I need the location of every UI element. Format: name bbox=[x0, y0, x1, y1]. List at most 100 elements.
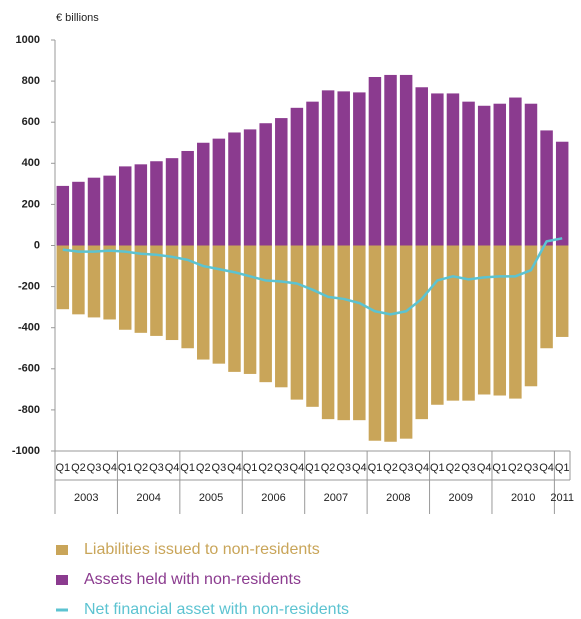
legend-label: Liabilities issued to non-residents bbox=[84, 541, 320, 558]
bar bbox=[399, 245, 413, 439]
bar bbox=[540, 130, 553, 246]
bar bbox=[228, 245, 241, 372]
bar bbox=[259, 123, 272, 246]
bar bbox=[446, 245, 460, 401]
bar bbox=[228, 132, 241, 246]
bar bbox=[197, 245, 210, 360]
bar bbox=[72, 181, 85, 246]
x-tick-label: Q1 bbox=[118, 462, 133, 474]
bar bbox=[384, 74, 397, 246]
x-tick-label: Q1 bbox=[305, 462, 320, 474]
bar bbox=[462, 245, 475, 401]
bar bbox=[306, 101, 319, 246]
x-tick-label: Q2 bbox=[71, 462, 86, 474]
bar bbox=[290, 245, 304, 400]
year-label: 2011 bbox=[550, 492, 574, 504]
x-tick-label: Q3 bbox=[212, 462, 227, 474]
y-unit-label: € billions bbox=[56, 12, 99, 24]
year-label: 2006 bbox=[261, 492, 285, 504]
y-tick-label: -800 bbox=[18, 404, 40, 416]
bar bbox=[118, 245, 132, 330]
bar bbox=[384, 245, 397, 442]
bar bbox=[524, 245, 538, 387]
x-tick-label: Q3 bbox=[524, 462, 539, 474]
bar bbox=[243, 129, 257, 246]
bar bbox=[321, 90, 335, 246]
bar bbox=[306, 245, 319, 407]
line bbox=[62, 237, 563, 316]
bar bbox=[212, 138, 226, 246]
x-tick-label: Q4 bbox=[539, 462, 554, 474]
bar bbox=[555, 245, 569, 337]
x-tick-label: Q2 bbox=[258, 462, 273, 474]
bar bbox=[165, 245, 179, 341]
bar bbox=[118, 166, 132, 246]
bar bbox=[509, 97, 522, 246]
year-label: 2010 bbox=[511, 492, 535, 504]
year-label: 2003 bbox=[74, 492, 98, 504]
bar bbox=[415, 245, 428, 420]
bar bbox=[87, 177, 101, 246]
bar bbox=[103, 245, 116, 320]
x-tick-label: Q3 bbox=[274, 462, 289, 474]
bar bbox=[446, 93, 460, 246]
bar bbox=[462, 101, 475, 246]
x-tick-label: Q2 bbox=[321, 462, 336, 474]
x-tick-label: Q3 bbox=[461, 462, 476, 474]
bar bbox=[56, 245, 70, 310]
x-tick-label: Q1 bbox=[430, 462, 445, 474]
y-tick-label: 400 bbox=[22, 157, 40, 169]
bar bbox=[353, 245, 366, 421]
x-tick-label: Q4 bbox=[352, 462, 367, 474]
bar bbox=[368, 76, 382, 246]
x-tick-label: Q2 bbox=[446, 462, 461, 474]
y-tick-label: -200 bbox=[18, 281, 40, 293]
y-tick-label: 200 bbox=[22, 198, 40, 210]
bar bbox=[431, 93, 444, 246]
legend-swatch bbox=[56, 545, 68, 555]
bar bbox=[134, 245, 148, 333]
bar bbox=[477, 105, 491, 246]
bar bbox=[56, 185, 70, 246]
x-tick-label: Q3 bbox=[399, 462, 414, 474]
x-tick-label: Q3 bbox=[149, 462, 164, 474]
x-tick-label: Q2 bbox=[196, 462, 211, 474]
bar bbox=[259, 245, 272, 383]
x-tick-label: Q1 bbox=[243, 462, 258, 474]
x-tick-label: Q4 bbox=[290, 462, 305, 474]
y-tick-label: 0 bbox=[34, 239, 40, 251]
bar bbox=[337, 91, 350, 246]
bar bbox=[337, 245, 350, 421]
y-tick-label: 1000 bbox=[16, 34, 40, 46]
x-tick-label: Q4 bbox=[414, 462, 429, 474]
x-tick-label: Q1 bbox=[492, 462, 507, 474]
legend-swatch bbox=[56, 575, 68, 585]
y-tick-label: -600 bbox=[18, 363, 40, 375]
x-tick-label: Q2 bbox=[383, 462, 398, 474]
x-tick-label: Q4 bbox=[165, 462, 180, 474]
x-tick-label: Q4 bbox=[477, 462, 492, 474]
year-label: 2005 bbox=[199, 492, 223, 504]
y-tick-label: -400 bbox=[18, 322, 40, 334]
bar bbox=[181, 245, 194, 349]
bar bbox=[524, 103, 538, 246]
bar bbox=[321, 245, 335, 420]
bar bbox=[150, 161, 163, 246]
bar bbox=[212, 245, 226, 364]
x-tick-label: Q1 bbox=[555, 462, 570, 474]
y-tick-label: 800 bbox=[22, 75, 40, 87]
bar bbox=[415, 87, 428, 246]
bar bbox=[493, 103, 507, 246]
y-tick-label: 600 bbox=[22, 116, 40, 128]
bar bbox=[477, 245, 491, 395]
bar bbox=[181, 150, 194, 246]
bar bbox=[87, 245, 101, 318]
bar bbox=[493, 245, 507, 396]
legend-label: Net financial asset with non-residents bbox=[84, 601, 349, 618]
bar bbox=[353, 92, 366, 246]
bar bbox=[103, 175, 116, 246]
bar bbox=[431, 245, 444, 405]
legend-label: Assets held with non-residents bbox=[84, 571, 301, 588]
x-tick-label: Q1 bbox=[180, 462, 195, 474]
